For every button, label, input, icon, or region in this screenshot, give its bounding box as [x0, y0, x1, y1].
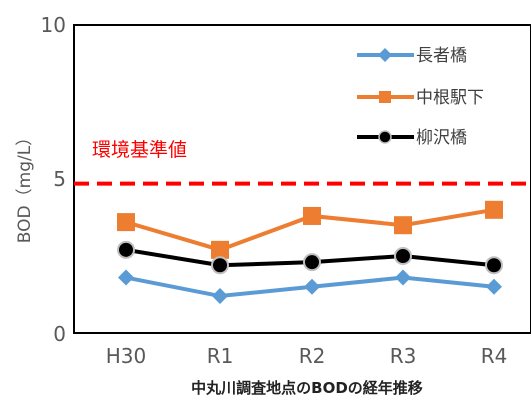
- series-nakanekika: [117, 200, 503, 259]
- y-tick-label: 0: [53, 322, 66, 346]
- x-tick-label: R3: [390, 344, 417, 368]
- legend: 長者橋 中根駅下 柳沢橋: [357, 46, 484, 148]
- y-tick-label: 10: [41, 13, 66, 37]
- y-axis-label: BOD（mg/L）: [15, 129, 35, 243]
- y-axis-ticks: 10 5 0: [41, 13, 66, 346]
- environmental-standard-label: 環境基準値: [92, 139, 187, 161]
- data-point: [212, 288, 228, 305]
- y-tick-label: 5: [53, 167, 66, 191]
- diamond-marker-icon: [378, 48, 392, 62]
- data-point: [303, 206, 321, 225]
- x-tick-label: H30: [106, 344, 147, 368]
- data-point: [211, 240, 229, 259]
- legend-item-yanagisawabashi: 柳沢橋: [357, 128, 467, 148]
- circle-marker-icon: [378, 130, 392, 144]
- data-point: [395, 269, 411, 286]
- data-point: [118, 269, 134, 286]
- data-point: [117, 213, 135, 232]
- x-tick-label: R1: [207, 344, 234, 368]
- x-tick-label: R4: [481, 344, 508, 368]
- data-point: [303, 253, 321, 272]
- data-point: [304, 278, 320, 295]
- series-chojabashi: [118, 269, 502, 305]
- plot-area-frame: [73, 24, 531, 334]
- data-point: [394, 216, 412, 235]
- data-point: [485, 200, 503, 219]
- legend-label: 長者橋: [416, 46, 467, 66]
- data-point: [117, 240, 135, 259]
- x-axis-ticks: H30 R1 R2 R3 R4: [106, 344, 508, 368]
- data-point: [485, 256, 503, 275]
- legend-label: 中根駅下: [416, 88, 484, 108]
- legend-label: 柳沢橋: [416, 128, 467, 148]
- chart-caption: 中丸川調査地点のBODの経年推移: [191, 379, 423, 397]
- series-layer: [117, 200, 503, 305]
- legend-item-nakanekika: 中根駅下: [357, 88, 484, 108]
- data-point: [394, 247, 412, 265]
- legend-item-chojabashi: 長者橋: [357, 46, 467, 66]
- data-point: [486, 278, 502, 295]
- x-tick-label: R2: [299, 344, 326, 368]
- series-yanagisawabashi: [117, 240, 503, 275]
- data-point: [211, 256, 229, 275]
- square-marker-icon: [379, 91, 391, 103]
